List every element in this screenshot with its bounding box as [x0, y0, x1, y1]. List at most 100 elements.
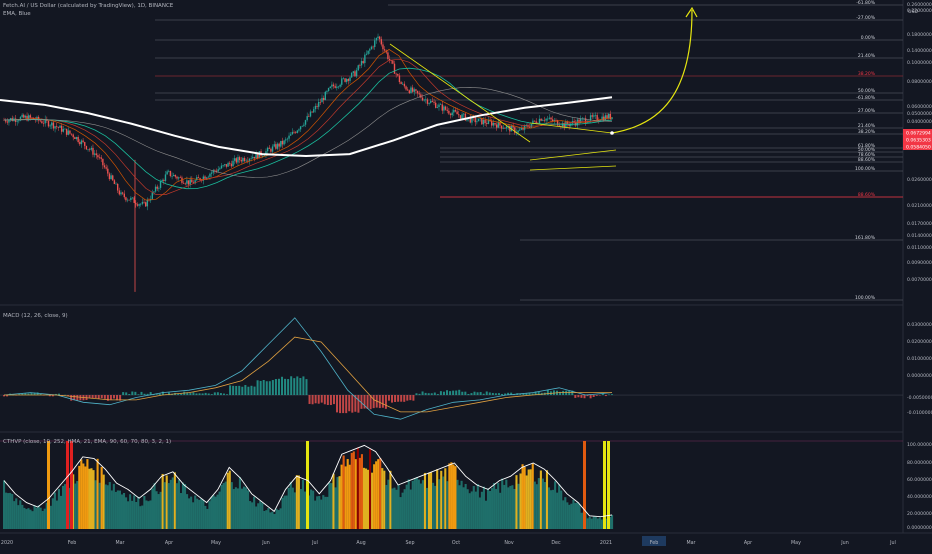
macd-histogram-bar — [604, 395, 607, 397]
macd-histogram-bar — [336, 395, 339, 413]
osc-bar — [283, 495, 286, 529]
fib-label-upper: 27.00% — [858, 108, 876, 114]
macd-histogram-bar — [436, 394, 439, 396]
candle-body — [505, 126, 508, 129]
osc-bar — [45, 502, 48, 529]
osc-bar — [436, 469, 439, 529]
macd-histogram-bar — [586, 395, 589, 397]
macd-histogram-bar — [461, 391, 464, 396]
candle-body — [126, 199, 129, 201]
price-tick-label: 0.0600000 — [907, 104, 932, 110]
macd-histogram-bar — [394, 395, 397, 402]
macd-histogram-bar — [296, 376, 299, 396]
osc-bar — [464, 483, 467, 529]
candle-body — [324, 91, 327, 101]
macd-histogram-bar — [510, 392, 513, 396]
osc-bar — [312, 490, 315, 529]
macd-histogram-bar — [409, 395, 412, 401]
osc-bar — [33, 505, 36, 529]
candle-body — [235, 158, 238, 163]
osc-bar — [228, 470, 231, 529]
macd-histogram-bar — [198, 393, 201, 396]
candle-body — [39, 120, 41, 122]
fib-label-upper: 50.00% — [858, 88, 876, 94]
candle-body — [42, 123, 45, 124]
osc-bar — [186, 494, 189, 529]
macd-histogram-bar — [412, 395, 415, 401]
candle-body — [471, 116, 473, 123]
candle-body — [41, 121, 43, 124]
osc-bar — [291, 487, 294, 529]
candle-body — [107, 168, 109, 174]
osc-bar — [446, 481, 449, 529]
osc-tick-label: 80.0000000 — [907, 460, 932, 466]
candle-body — [121, 192, 124, 194]
osc-bar — [409, 489, 412, 529]
osc-bar — [308, 495, 311, 529]
symbol-legend: Fetch.AI / US Dollar (calculated by Trad… — [3, 3, 174, 9]
macd-histogram-bar — [589, 395, 592, 399]
osc-bar — [61, 485, 65, 529]
candle-body — [318, 101, 320, 107]
osc-bar — [299, 489, 302, 529]
osc-bar — [249, 501, 252, 529]
time-tick-label: Jun — [261, 540, 270, 546]
osc-bar — [560, 490, 563, 529]
macd-histogram-bar — [424, 392, 427, 396]
macd-histogram-bar — [149, 392, 152, 396]
candle-body — [494, 122, 496, 125]
osc-bar — [497, 482, 500, 529]
candle-body — [197, 177, 200, 179]
candle-body — [500, 125, 503, 129]
osc-bar — [157, 494, 160, 529]
breakout-arrow — [611, 9, 693, 134]
osc-bar — [5, 492, 8, 529]
osc-bar — [194, 495, 197, 529]
price-tag-bg — [903, 143, 932, 150]
candle-body — [545, 118, 547, 121]
candle-body — [293, 131, 295, 133]
candle-body — [548, 117, 551, 119]
macd-histogram-bar — [161, 391, 164, 396]
osc-bar — [430, 472, 433, 529]
macd-histogram-bar — [574, 395, 577, 398]
candle-body — [222, 165, 224, 166]
macd-histogram-bar — [131, 391, 134, 396]
osc-bar — [344, 466, 347, 529]
candle-body — [484, 119, 486, 124]
macd-histogram-bar — [446, 390, 449, 396]
osc-bar — [271, 511, 274, 529]
macd-histogram-bar — [70, 395, 73, 401]
fib-label-lower: 61.80% — [858, 143, 876, 149]
macd-tick-label: 0.0000000 — [907, 373, 932, 379]
candle-body — [357, 65, 359, 71]
candle-body — [547, 118, 549, 120]
macd-histogram-bar — [204, 392, 207, 396]
price-tick-label: 0.0800000 — [907, 79, 932, 85]
osc-bar — [491, 488, 494, 529]
candle-body — [75, 137, 78, 139]
candle-body — [408, 90, 411, 93]
macd-histogram-bar — [546, 389, 549, 396]
osc-bar — [7, 493, 10, 529]
macd-histogram-bar — [250, 385, 253, 396]
candle-body — [143, 201, 145, 203]
osc-bar — [405, 484, 408, 529]
macd-histogram-bar — [415, 393, 418, 396]
candle-body — [482, 119, 485, 125]
candle-body — [219, 168, 221, 170]
osc-bar — [202, 500, 205, 529]
candle-body — [583, 118, 585, 119]
osc-bar — [281, 497, 284, 529]
time-tick-label: May — [791, 540, 801, 546]
macd-histogram-bar — [134, 391, 137, 396]
osc-bar — [190, 496, 193, 529]
candle-body — [410, 87, 412, 93]
candle-body — [308, 116, 310, 117]
macd-histogram-bar — [247, 386, 250, 396]
osc-bar — [417, 479, 420, 529]
candle-body — [296, 130, 298, 133]
osc-bar — [94, 480, 97, 529]
osc-bar — [356, 447, 359, 529]
